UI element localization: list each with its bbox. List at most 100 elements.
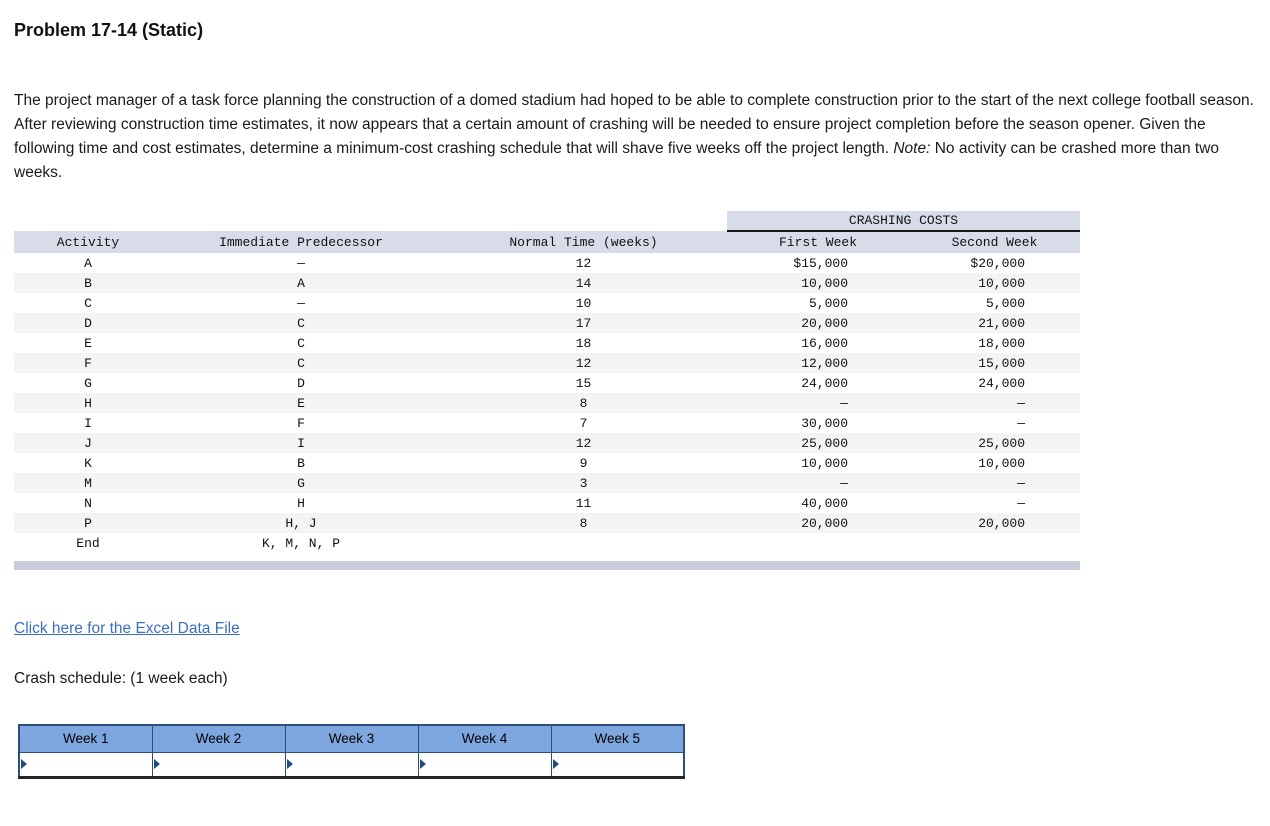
problem-text: The project manager of a task force plan… [14, 92, 1254, 157]
activity-cell: H [14, 393, 162, 413]
predecessor-cell: I [162, 433, 440, 453]
column-header-activity: Activity [14, 231, 162, 253]
activity-row-d: D C 17 20,000 21,000 [14, 313, 1080, 333]
second-week-cell: $20,000 [970, 255, 1025, 271]
crash-schedule-table: Week 1 Week 2 Week 3 Week 4 Week 5 [18, 724, 685, 779]
dropdown-marker-icon [552, 759, 559, 769]
activity-cell: D [14, 313, 162, 333]
page-title: Problem 17-14 (Static) [14, 20, 204, 40]
week-3-header: Week 3 [284, 724, 419, 753]
first-week-cell [727, 533, 909, 553]
spacer-cell [14, 211, 727, 231]
predecessor-cell: — [297, 295, 305, 311]
first-week-cell: 12,000 [727, 353, 909, 373]
first-week-cell: 20,000 [727, 513, 909, 533]
second-week-cell: 20,000 [909, 513, 1080, 533]
activity-row-h: H E 8— — [14, 393, 1080, 413]
predecessor-cell: K, M, N, P [261, 535, 340, 551]
predecessor-cell: F [297, 415, 305, 431]
second-week-cell: — [1017, 495, 1025, 511]
activity-row-m: M G 3— — [14, 473, 1080, 493]
normal-time-cell: 10 [575, 295, 592, 311]
week-2-input[interactable] [151, 751, 286, 778]
note-text: No activity can be crashed more than two… [14, 140, 1220, 181]
activity-table-body: A —12 $15,000 $20,000 B A 14 10,000 10,000 C —10 5,… [14, 253, 1080, 553]
column-header-row: Activity Immediate Predecessor Normal Ti… [14, 231, 1080, 253]
excel-data-link[interactable]: Click here for the Excel Data File [14, 620, 240, 637]
activity-cell: K [84, 455, 92, 471]
activity-cell: N [84, 495, 92, 511]
normal-time-cell: 18 [575, 335, 592, 351]
second-week-cell: 21,000 [909, 313, 1080, 333]
activity-cell: P [14, 513, 162, 533]
activity-cell: E [84, 335, 92, 351]
normal-time-cell: 14 [440, 273, 727, 293]
week-1-header: Week 1 [18, 724, 153, 753]
predecessor-cell: A [162, 273, 440, 293]
second-week-cell: 10,000 [909, 273, 1080, 293]
week-3-input[interactable] [284, 751, 419, 778]
crash-schedule-label: Crash schedule: (1 week each) [14, 670, 228, 687]
predecessor-cell: B [297, 455, 305, 471]
normal-time-cell: 12 [440, 353, 727, 373]
activity-row-g: G D 15 24,000 24,000 [14, 373, 1080, 393]
activity-cell: I [84, 415, 92, 431]
normal-time-cell: 12 [440, 433, 727, 453]
problem-description: The project manager of a task force plan… [14, 89, 1256, 185]
week-5-input[interactable] [550, 751, 685, 778]
activity-row-a: A — 12 $15,000 $20,000 [14, 253, 1080, 273]
activity-row-f: F C 12 12,000 15,000 [14, 353, 1080, 373]
activity-row-b: B A 14 10,000 10,000 [14, 273, 1080, 293]
first-week-cell: 40,000 [801, 495, 848, 511]
first-week-cell: 20,000 [727, 313, 909, 333]
activity-row-e: E C 18 16,000 18,000 [14, 333, 1080, 353]
predecessor-cell: D [297, 375, 305, 391]
predecessor-cell: H, J [162, 513, 440, 533]
week-5-header: Week 5 [550, 724, 685, 753]
dropdown-marker-icon [153, 759, 160, 769]
first-week-cell: 5,000 [808, 295, 848, 311]
group-header-row: CRASHING COSTS [14, 211, 1080, 232]
predecessor-cell: C [162, 353, 440, 373]
week-input-row [18, 751, 685, 778]
predecessor-cell: H [297, 495, 305, 511]
activity-cell: J [14, 433, 162, 453]
predecessor-cell: C [162, 313, 440, 333]
week-1-input[interactable] [18, 751, 153, 778]
column-header-predecessor: Immediate Predecessor [162, 231, 440, 253]
first-week-cell: 25,000 [727, 433, 909, 453]
activity-cell: End [76, 535, 100, 551]
activity-row-j: J I 12 25,000 25,000 [14, 433, 1080, 453]
activity-row-end: End K, M, N, P [14, 533, 1080, 553]
predecessor-cell: — [297, 255, 305, 271]
second-week-cell: — [1017, 415, 1025, 431]
week-4-header: Week 4 [417, 724, 552, 753]
first-week-cell: 10,000 [801, 455, 848, 471]
normal-time-cell: 8 [440, 513, 727, 533]
normal-time-cell: 15 [575, 375, 592, 391]
second-week-cell: 24,000 [978, 375, 1025, 391]
normal-time-cell: 12 [575, 255, 592, 271]
second-week-cell: — [909, 393, 1080, 413]
column-header-first-week: First Week [727, 231, 909, 253]
normal-time-cell: 17 [440, 313, 727, 333]
activity-row-i: I F 7 30,000 — [14, 413, 1080, 433]
second-week-cell: 18,000 [978, 335, 1025, 351]
normal-time-cell: 8 [440, 393, 727, 413]
activity-cell: C [84, 295, 92, 311]
first-week-cell: $15,000 [793, 255, 848, 271]
dropdown-marker-icon [286, 759, 293, 769]
column-header-normal-time: Normal Time (weeks) [440, 231, 727, 253]
first-week-cell: 16,000 [801, 335, 848, 351]
first-week-cell: — [727, 393, 909, 413]
second-week-cell: 25,000 [909, 433, 1080, 453]
activity-row-n: N H 11 40,000 — [14, 493, 1080, 513]
dropdown-marker-icon [21, 759, 27, 769]
column-header-second-week: Second Week [909, 231, 1080, 253]
second-week-cell [909, 533, 1080, 553]
horizontal-scrollbar[interactable] [14, 561, 1080, 570]
activity-cell: F [14, 353, 162, 373]
activity-table: CRASHING COSTS Activity Immediate Predec… [14, 211, 1080, 553]
activity-row-k: K B 9 10,000 10,000 [14, 453, 1080, 473]
week-4-input[interactable] [417, 751, 552, 778]
